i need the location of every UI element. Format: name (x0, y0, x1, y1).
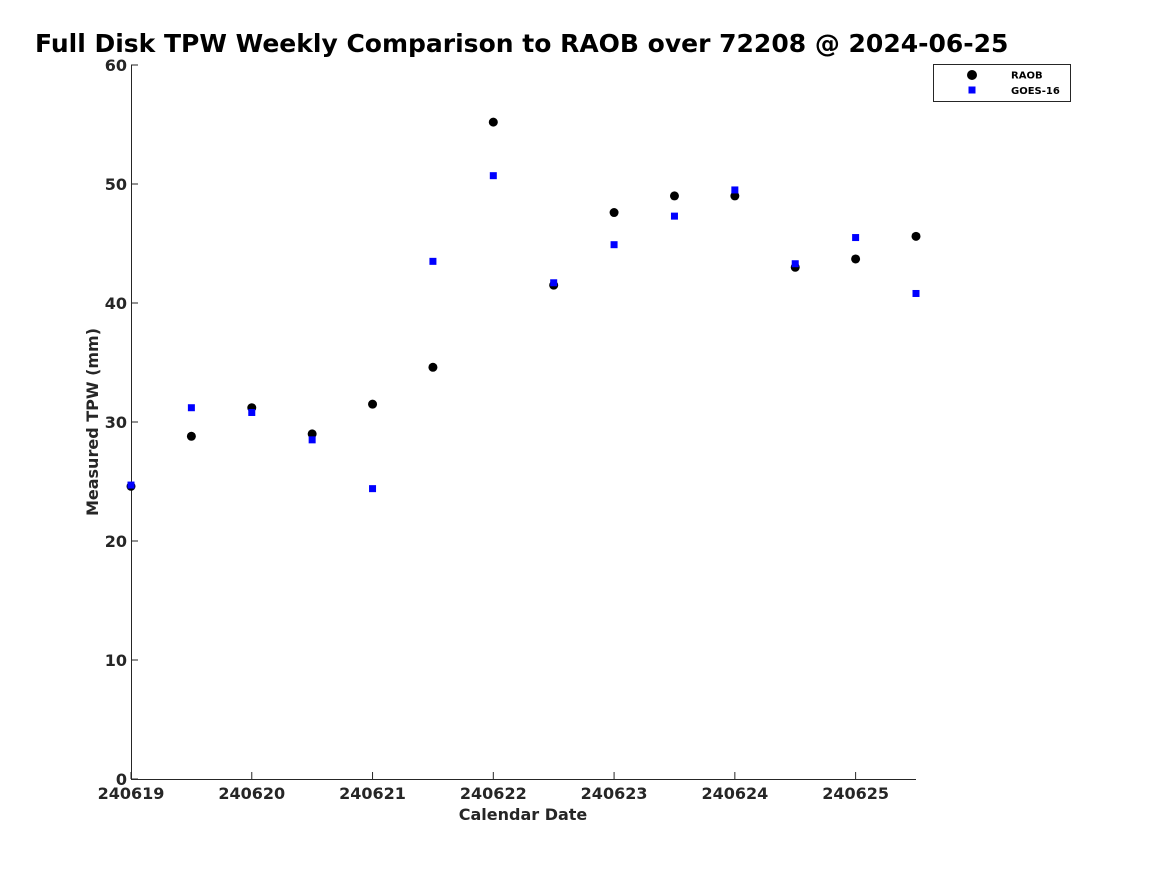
x-tick-label: 240623 (581, 784, 648, 803)
data-point-raob (851, 254, 861, 264)
data-point-raob (669, 191, 679, 201)
data-point-goes-16 (791, 260, 799, 268)
data-point-goes-16 (731, 186, 739, 194)
series-layer (126, 117, 921, 493)
x-tick-label: 240625 (822, 784, 889, 803)
data-point-raob (368, 399, 378, 409)
data-point-raob (307, 429, 317, 439)
data-point-goes-16 (308, 436, 316, 444)
data-point-goes-16 (670, 212, 678, 220)
data-point-goes-16 (852, 234, 860, 242)
axes (131, 65, 916, 780)
x-axis-label: Calendar Date (459, 805, 588, 824)
y-tick-label: 20 (105, 532, 127, 551)
data-point-goes-16 (489, 172, 497, 180)
x-tick-label: 240619 (98, 784, 165, 803)
y-tick-label: 30 (105, 413, 127, 432)
x-tick-label: 240621 (339, 784, 406, 803)
x-tick-label: 240624 (701, 784, 768, 803)
data-point-goes-16 (127, 481, 135, 489)
data-point-raob (730, 191, 740, 201)
data-point-goes-16 (369, 485, 377, 493)
legend-label-goes-16: GOES-16 (1011, 86, 1060, 97)
data-point-raob (911, 231, 921, 241)
series-raob (126, 117, 921, 491)
x-tick-label: 240622 (460, 784, 527, 803)
y-tick-label: 40 (105, 294, 127, 313)
data-point-goes-16 (248, 408, 256, 416)
x-tick-label: 240620 (218, 784, 285, 803)
y-tick-label: 0 (116, 770, 127, 789)
y-ticks: 0 10 20 30 40 50 60 (105, 56, 138, 789)
legend-marker-goes-16 (968, 86, 976, 94)
legend-label-raob: RAOB (1011, 71, 1043, 82)
data-point-raob (488, 117, 498, 127)
chart-title: Full Disk TPW Weekly Comparison to RAOB … (35, 29, 1008, 58)
data-point-raob (186, 431, 196, 441)
legend-box (933, 64, 1071, 102)
y-tick-label: 50 (105, 175, 127, 194)
x-ticks: 240619 240620 240621 240622 240623 240624 2406… (98, 772, 889, 803)
y-tick-label: 60 (105, 56, 127, 75)
series-goes-16 (127, 172, 920, 493)
data-point-raob (428, 362, 438, 372)
data-point-raob (609, 208, 619, 218)
data-point-goes-16 (187, 404, 195, 412)
data-point-goes-16 (429, 257, 437, 265)
y-axis-label: Measured TPW (mm) (83, 328, 102, 516)
y-tick-label: 10 (105, 651, 127, 670)
legend: RAOB GOES-16 (933, 64, 1071, 102)
legend-marker-raob (967, 70, 977, 80)
data-point-goes-16 (550, 279, 558, 287)
data-point-goes-16 (610, 241, 618, 249)
data-point-goes-16 (912, 289, 920, 297)
